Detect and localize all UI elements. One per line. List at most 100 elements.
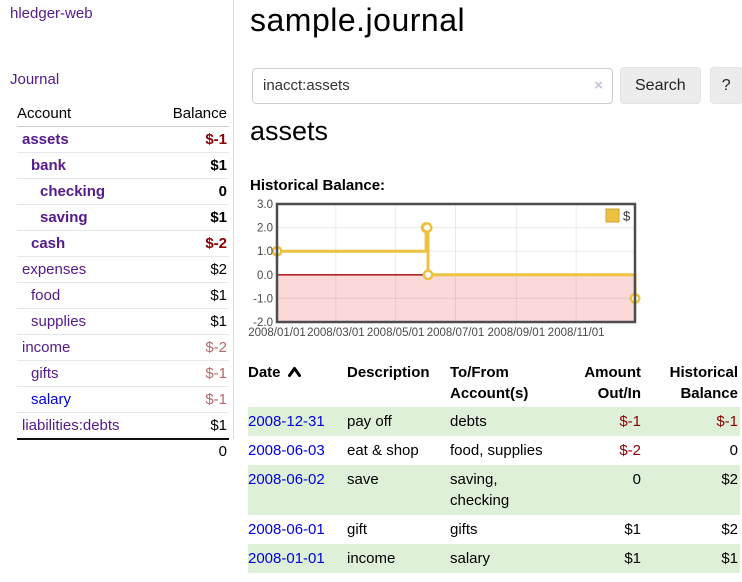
search-box: × — [252, 67, 613, 104]
account-row: expenses $2 — [17, 256, 229, 283]
account-name-cell: bank — [17, 152, 154, 179]
register-date-link[interactable]: 2008-06-01 — [248, 521, 325, 538]
register-balance: $-1 — [716, 413, 738, 430]
sidebar-account-checking[interactable]: checking — [40, 183, 106, 200]
register-row: 2008-01-01 income salary $1 $1 — [248, 544, 740, 573]
register-date-link[interactable]: 2008-06-03 — [248, 442, 325, 459]
sidebar-account-expenses[interactable]: expenses — [22, 261, 87, 278]
account-name-cell: salary — [17, 386, 154, 413]
register-description: pay off — [347, 413, 392, 430]
register-header-row: Date Description To/From Account(s) Amou… — [248, 358, 740, 407]
register-row: 2008-06-01 gift gifts $1 $2 — [248, 515, 740, 544]
accounts-header-account: Account — [17, 103, 154, 127]
account-name-cell: assets — [17, 126, 154, 153]
y-axis-tick-label: 2.0 — [257, 223, 273, 235]
register-date-cell: 2008-01-01 — [248, 544, 347, 573]
register-balance: $1 — [721, 550, 738, 567]
register-date-link[interactable]: 2008-06-02 — [248, 471, 325, 488]
register-date-link[interactable]: 2008-12-31 — [248, 413, 325, 430]
register-accounts: salary — [450, 550, 491, 567]
register-amount: 0 — [632, 471, 641, 488]
register-header-amount: Amount Out/In — [584, 364, 641, 402]
accounts-header-balance: Balance — [153, 103, 229, 127]
accounts-table: Account Balance assets $-1 bank $1 checking 0… — [17, 103, 229, 462]
y-axis-tick-label: -2.0 — [253, 317, 273, 329]
legend-label: $ — [623, 209, 631, 224]
register-description: save — [347, 471, 379, 488]
account-name-cell: food — [17, 282, 154, 309]
account-heading: assets — [250, 116, 329, 146]
data-point-marker — [421, 222, 433, 234]
register-accounts: gifts — [450, 521, 478, 538]
sidebar-account-supplies[interactable]: supplies — [31, 313, 87, 330]
account-balance: $2 — [153, 256, 229, 283]
account-row: saving $1 — [17, 204, 229, 231]
accounts-total-row: 0 — [17, 438, 229, 462]
data-point-marker — [422, 269, 434, 281]
register-table: Date Description To/From Account(s) Amou… — [248, 358, 740, 573]
main-content: sample.journal × Search ? assets Histori… — [240, 0, 742, 582]
account-row: bank $1 — [17, 152, 229, 179]
plot-border — [275, 202, 637, 324]
sidebar-account-gifts[interactable]: gifts — [31, 365, 59, 382]
sidebar-account-cash[interactable]: cash — [31, 235, 66, 252]
x-axis-tick-label: 2008/03/01 — [307, 327, 365, 339]
x-axis-tick-label: 2008/07/01 — [427, 327, 485, 339]
search-button[interactable]: Search — [620, 67, 701, 104]
account-name-cell: expenses — [17, 256, 154, 283]
account-balance: $1 — [153, 282, 229, 309]
register-balance: $2 — [721, 521, 738, 538]
account-row: supplies $1 — [17, 308, 229, 335]
account-row: liabilities:debts $1 — [17, 413, 229, 440]
account-name-cell: checking — [17, 178, 154, 205]
register-row: 2008-06-03 eat & shop food, supplies $-2 0 — [248, 436, 740, 465]
account-balance: $1 — [153, 308, 229, 335]
y-axis-tick-label: 0.0 — [257, 270, 273, 282]
register-header-balance: Historical Balance — [669, 364, 738, 402]
x-axis-tick-label: 2008/01/01 — [248, 327, 306, 339]
sidebar-account-assets[interactable]: assets — [22, 131, 69, 148]
account-balance: $-1 — [153, 126, 229, 153]
nav-journal-link[interactable]: Journal — [10, 71, 60, 88]
account-balance: $-1 — [153, 360, 229, 387]
legend-swatch — [605, 208, 620, 223]
account-balance: $1 — [210, 417, 227, 434]
sort-ascending-icon — [287, 367, 301, 377]
clear-search-icon[interactable]: × — [594, 76, 603, 94]
account-name-cell: liabilities:debts — [17, 413, 154, 440]
register-balance: 0 — [729, 442, 738, 459]
x-axis-tick-label: 2008/05/01 — [367, 327, 425, 339]
register-header-date[interactable]: Date — [248, 358, 347, 407]
help-button[interactable]: ? — [709, 67, 742, 104]
register-description: income — [347, 550, 396, 567]
account-name-cell: saving — [17, 204, 154, 231]
account-row: cash $-2 — [17, 230, 229, 257]
register-date-cell: 2008-06-01 — [248, 515, 347, 544]
sidebar: hledger-web Journal Account Balance asse… — [0, 0, 234, 462]
register-row: 2008-12-31 pay off debts $-1 $-1 — [248, 407, 740, 436]
sidebar-account-salary[interactable]: salary — [31, 391, 72, 408]
account-row: gifts $-1 — [17, 360, 229, 387]
accounts-total-value: 0 — [153, 438, 229, 462]
x-axis-tick-label: 2008/11/01 — [548, 327, 605, 339]
sidebar-account-liabilities-debts[interactable]: liabilities:debts — [22, 417, 120, 434]
sidebar-account-saving[interactable]: saving — [40, 209, 88, 226]
x-axis-tick-label: 2008/09/01 — [488, 327, 546, 339]
register-accounts: food, supplies — [450, 442, 543, 459]
sidebar-account-bank[interactable]: bank — [31, 157, 67, 174]
search-input[interactable] — [252, 67, 613, 104]
sidebar-account-food[interactable]: food — [31, 287, 61, 304]
register-date-link[interactable]: 2008-01-01 — [248, 550, 325, 567]
sidebar-account-income[interactable]: income — [22, 339, 71, 356]
register-description: gift — [347, 521, 368, 538]
account-row: food $1 — [17, 282, 229, 309]
app-brand-link[interactable]: hledger-web — [10, 5, 93, 22]
register-description: eat & shop — [347, 442, 419, 459]
accounts-header-row: Account Balance — [17, 103, 229, 127]
register-header-date-label: Date — [248, 364, 281, 381]
account-balance: $1 — [153, 204, 229, 231]
account-balance: $1 — [153, 152, 229, 179]
register-date-cell: 2008-12-31 — [248, 407, 347, 436]
